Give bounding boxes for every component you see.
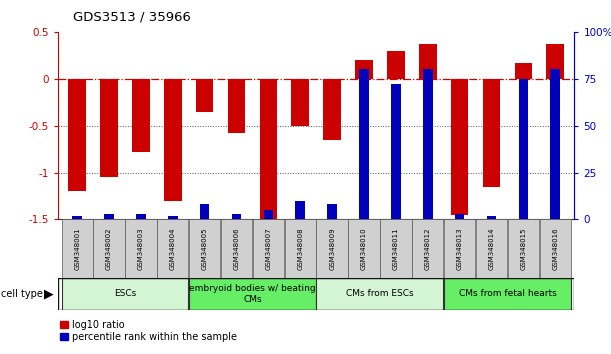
Bar xyxy=(327,205,337,219)
Bar xyxy=(164,79,181,201)
Bar xyxy=(232,214,241,219)
Bar xyxy=(412,219,444,278)
Text: GSM348004: GSM348004 xyxy=(170,227,176,270)
Bar xyxy=(323,79,341,140)
Bar xyxy=(540,219,571,278)
Text: GSM348007: GSM348007 xyxy=(265,227,271,270)
Bar xyxy=(285,219,316,278)
Bar xyxy=(62,219,93,278)
Text: GSM348016: GSM348016 xyxy=(552,227,558,270)
Bar xyxy=(423,69,433,219)
Bar xyxy=(132,79,150,152)
Bar xyxy=(355,60,373,79)
Bar xyxy=(380,219,412,278)
Text: GSM348008: GSM348008 xyxy=(298,227,303,270)
Text: GSM348014: GSM348014 xyxy=(488,227,494,270)
Bar xyxy=(483,79,500,187)
Bar xyxy=(136,214,145,219)
Text: GDS3513 / 35966: GDS3513 / 35966 xyxy=(73,11,191,24)
Bar xyxy=(419,44,436,79)
Text: GSM348011: GSM348011 xyxy=(393,227,399,270)
Bar xyxy=(263,210,273,219)
Bar xyxy=(221,219,252,278)
Bar xyxy=(391,84,401,219)
Bar xyxy=(189,278,316,310)
Text: GSM348012: GSM348012 xyxy=(425,227,431,270)
Text: GSM348005: GSM348005 xyxy=(202,227,208,270)
Bar xyxy=(168,216,178,219)
Bar xyxy=(125,219,156,278)
Bar xyxy=(200,205,210,219)
Text: GSM348013: GSM348013 xyxy=(456,227,463,270)
Bar xyxy=(316,278,444,310)
Text: ESCs: ESCs xyxy=(114,289,136,298)
Bar xyxy=(444,219,475,278)
Bar xyxy=(260,79,277,219)
Text: GSM348006: GSM348006 xyxy=(233,227,240,270)
Text: CMs from ESCs: CMs from ESCs xyxy=(346,289,414,298)
Bar xyxy=(514,63,532,79)
Bar xyxy=(157,219,188,278)
Bar xyxy=(348,219,379,278)
Bar xyxy=(551,69,560,219)
Bar xyxy=(546,44,564,79)
Bar xyxy=(196,79,213,112)
Bar xyxy=(253,219,284,278)
Bar xyxy=(508,219,539,278)
Legend: log10 ratio, percentile rank within the sample: log10 ratio, percentile rank within the … xyxy=(60,320,238,342)
Bar xyxy=(72,216,82,219)
Bar xyxy=(451,79,469,215)
Text: GSM348003: GSM348003 xyxy=(138,227,144,270)
Text: cell type: cell type xyxy=(1,289,43,299)
Bar xyxy=(296,201,305,219)
Bar xyxy=(291,79,309,126)
Bar xyxy=(359,69,369,219)
Text: GSM348010: GSM348010 xyxy=(361,227,367,270)
Bar xyxy=(487,216,496,219)
Text: GSM348001: GSM348001 xyxy=(74,227,80,270)
Text: GSM348015: GSM348015 xyxy=(521,227,526,270)
Text: GSM348002: GSM348002 xyxy=(106,227,112,270)
Bar xyxy=(189,219,221,278)
Bar xyxy=(68,79,86,191)
Bar xyxy=(455,214,464,219)
Bar xyxy=(62,278,188,310)
Text: GSM348009: GSM348009 xyxy=(329,227,335,270)
Bar xyxy=(476,219,507,278)
Bar xyxy=(444,278,571,310)
Text: embryoid bodies w/ beating
CMs: embryoid bodies w/ beating CMs xyxy=(189,284,316,303)
Bar xyxy=(519,79,528,219)
Text: CMs from fetal hearts: CMs from fetal hearts xyxy=(458,289,556,298)
Text: ▶: ▶ xyxy=(44,287,54,300)
Bar xyxy=(100,79,118,177)
Bar xyxy=(93,219,125,278)
Bar xyxy=(316,219,348,278)
Bar xyxy=(387,51,404,79)
Bar xyxy=(104,214,114,219)
Bar xyxy=(228,79,245,133)
